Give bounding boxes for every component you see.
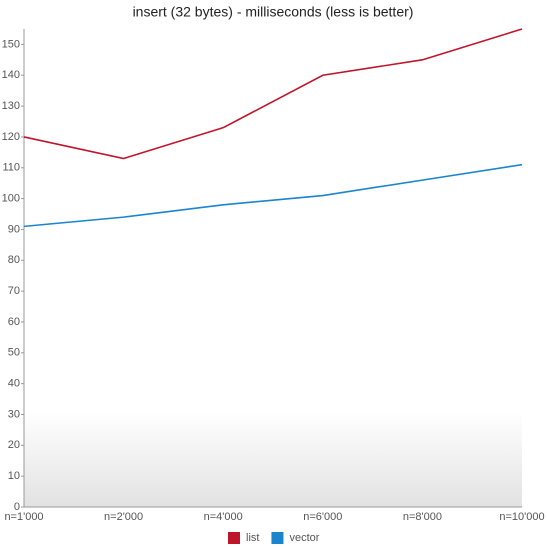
y-tick-label: 150: [2, 38, 20, 50]
series-line: [23, 28, 523, 160]
y-tick-label: 40: [8, 378, 20, 390]
x-tick-label: n=8'000: [403, 511, 442, 523]
x-tick-label: n=10'000: [499, 511, 544, 523]
legend-swatch: [228, 532, 240, 544]
y-tick-label: 70: [8, 285, 20, 297]
x-tick-label: n=1'000: [4, 511, 43, 523]
legend-label: vector: [289, 532, 319, 544]
y-tick-label: 10: [8, 470, 20, 482]
y-tick-label: 90: [8, 223, 20, 235]
legend-swatch: [271, 532, 284, 544]
y-tick-label: 120: [2, 131, 20, 143]
y-tick-label: 30: [8, 408, 20, 420]
y-tick-label: 0: [14, 501, 20, 513]
y-tick-label: 50: [8, 347, 20, 359]
y-tick-label: 140: [2, 69, 20, 81]
y-tick-label: 130: [2, 100, 20, 112]
legend-label: list: [246, 532, 259, 544]
x-tick-label: n=4'000: [204, 511, 243, 523]
y-tick-label: 100: [2, 193, 20, 205]
x-tick-label: n=2'000: [104, 511, 143, 523]
x-tick-label: n=6'000: [303, 511, 342, 523]
y-tick-label: 60: [8, 316, 20, 328]
chart-title: insert (32 bytes) - milliseconds (less i…: [133, 4, 414, 20]
y-tick-label: 20: [8, 439, 20, 451]
plot-shade: [24, 412, 522, 507]
y-tick-label: 80: [8, 254, 20, 266]
y-tick-label: 110: [2, 162, 20, 174]
series-line: [23, 163, 523, 228]
